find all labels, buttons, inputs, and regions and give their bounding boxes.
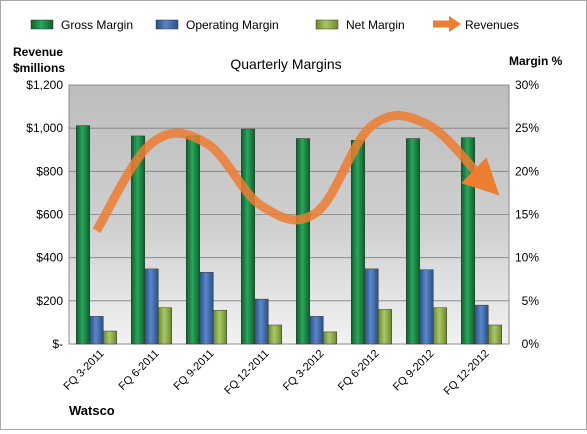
left-tick-label: $1,000 — [26, 121, 63, 135]
right-tick-label: 5% — [522, 294, 540, 308]
net-margin-bar — [213, 310, 227, 345]
x-tick-label: FQ 3-2011 — [62, 348, 107, 393]
gross-margin-bar — [296, 138, 310, 345]
gross-margin-bar — [186, 135, 200, 345]
chart-title: Quarterly Margins — [230, 56, 341, 72]
right-axis: 0% 5% 10% 15% 20% 25% 30% — [515, 78, 539, 351]
x-tick-label: FQ 6-2012 — [336, 348, 382, 394]
revenue-line-group — [92, 110, 500, 234]
operating-margin-bar — [199, 272, 214, 345]
operating-margin-bar — [254, 298, 269, 345]
x-tick-label: FQ 6-2011 — [117, 348, 162, 393]
net-margin-bar — [268, 324, 282, 345]
net-margin-bar — [488, 324, 502, 345]
gross-margin-bar — [131, 135, 145, 345]
legend-swatch — [30, 19, 54, 30]
net-margin-bar — [158, 307, 172, 345]
operating-margin-bar — [364, 268, 379, 345]
legend-gross-margin: Gross Margin — [61, 18, 133, 32]
company-name: Watsco — [69, 403, 115, 418]
net-margin-bar — [103, 330, 117, 345]
net-margin-bar — [433, 307, 447, 345]
legend-swatch — [155, 19, 179, 30]
left-axis: $- $200 $400 $600 $800 $1,000 $1,200 — [26, 78, 63, 351]
gross-margin-bar — [241, 128, 255, 345]
gross-margin-bar — [406, 138, 420, 345]
left-tick-label: $600 — [36, 208, 63, 222]
gross-margin-bar — [76, 125, 90, 345]
net-margin-bar — [323, 331, 337, 345]
operating-margin-bar — [309, 316, 324, 345]
left-tick-label: $400 — [36, 251, 63, 265]
revenues-line — [92, 110, 500, 234]
x-tick-label: FQ 12-2012 — [442, 348, 492, 398]
net-margin-bar — [378, 309, 392, 345]
legend-swatch — [315, 19, 339, 30]
right-tick-label: 20% — [515, 164, 539, 178]
left-tick-label: $- — [52, 337, 63, 351]
x-tick-label: FQ 9-2011 — [172, 348, 217, 393]
right-axis-title: Margin % — [509, 54, 563, 68]
left-tick-label: $200 — [36, 294, 63, 308]
bars — [76, 125, 502, 345]
right-tick-label: 25% — [515, 121, 539, 135]
legend-revenues: Revenues — [465, 18, 519, 32]
legend: Gross Margin Operating Margin Net Margin Re… — [30, 16, 519, 32]
operating-margin-bar — [144, 268, 159, 345]
left-axis-title-line1: Revenue — [13, 45, 63, 59]
x-tick-label: FQ 3-2012 — [281, 348, 327, 394]
legend-operating-margin: Operating Margin — [186, 18, 279, 32]
x-tick-label: FQ 9-2012 — [391, 348, 437, 394]
operating-margin-bar — [474, 304, 489, 345]
left-axis-title-line2: $millions — [13, 61, 65, 75]
x-axis: FQ 3-2011 FQ 6-2011 FQ 9-2011 FQ 12-2011 FQ … — [62, 348, 492, 398]
right-tick-label: 30% — [515, 78, 539, 92]
gross-margin-bar — [351, 140, 365, 345]
x-tick-label: FQ 12-2011 — [222, 348, 271, 397]
operating-margin-bar — [89, 316, 104, 345]
operating-margin-bar — [419, 269, 434, 345]
left-tick-label: $800 — [36, 164, 63, 178]
right-tick-label: 10% — [515, 251, 539, 265]
right-tick-label: 0% — [522, 337, 540, 351]
right-tick-label: 15% — [515, 208, 539, 222]
legend-arrow-icon — [449, 16, 461, 32]
legend-net-margin: Net Margin — [346, 18, 405, 32]
left-tick-label: $1,200 — [26, 78, 63, 92]
